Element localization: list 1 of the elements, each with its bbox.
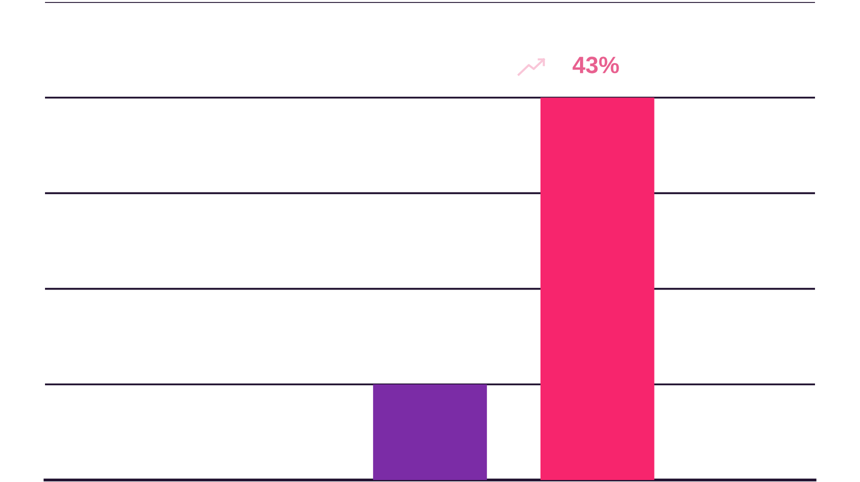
text: 43% (572, 56, 619, 74)
